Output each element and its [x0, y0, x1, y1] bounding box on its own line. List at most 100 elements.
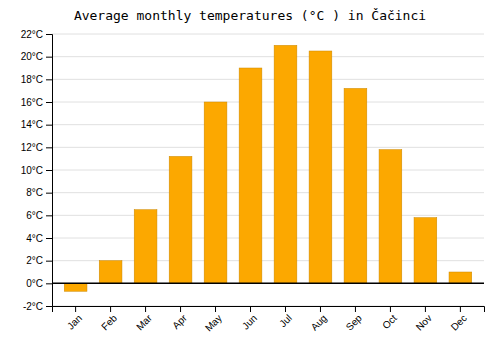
bar	[344, 88, 367, 283]
y-axis: -2°C 0°C 2°C 4°C 6°C 8°C 10°C 12°C 14°C 16°C 18°C 2…	[21, 29, 53, 312]
grid-line	[52, 147, 484, 148]
bar	[64, 283, 87, 291]
bar	[239, 68, 262, 283]
y-tick-label: 12°C	[21, 142, 43, 153]
y-tick-mark	[46, 215, 52, 216]
y-tick-mark	[46, 147, 52, 148]
y-tick-label: 0°C	[26, 278, 43, 289]
x-tick-label: Mar	[134, 312, 154, 332]
y-tick-mark	[46, 193, 52, 194]
x-axis-line	[53, 307, 485, 313]
grid-line	[52, 102, 484, 103]
x-tick: Aug	[309, 306, 329, 333]
x-tick-mark	[320, 306, 321, 312]
y-tick-label: 10°C	[21, 165, 43, 176]
y-tick-label: 8°C	[26, 187, 43, 198]
grid-line	[52, 283, 484, 284]
y-tick-label: 22°C	[21, 29, 43, 40]
x-tick-label: Nov	[414, 312, 434, 332]
chart: -2°C 0°C 2°C 4°C 6°C 8°C 10°C 12°C 14°C 16°C 18°C 2…	[0, 0, 500, 350]
x-tick-mark	[425, 306, 426, 312]
bars	[64, 45, 472, 291]
grid-line	[52, 124, 484, 125]
y-tick-label: 2°C	[26, 255, 43, 266]
x-tick: Nov	[414, 306, 434, 333]
bar	[134, 210, 157, 284]
x-tick: Dec	[449, 306, 469, 333]
bar	[449, 272, 472, 283]
y-tick: -2°C	[23, 301, 52, 312]
x-tick: Sep	[344, 306, 365, 333]
y-tick: 18°C	[21, 74, 52, 85]
bar	[99, 261, 122, 284]
x-axis: Jan Feb Mar Apr May Jun Jul Aug Sep Oct Nov Dec	[53, 306, 485, 334]
bar	[204, 102, 227, 283]
grid-line	[52, 56, 484, 57]
y-tick: 14°C	[21, 119, 52, 130]
x-tick-mark	[110, 306, 111, 312]
y-tick-mark	[46, 125, 52, 126]
y-tick-mark	[46, 34, 52, 35]
x-tick-label: Aug	[309, 312, 329, 332]
x-tick-label: Jun	[240, 312, 259, 331]
y-tick-mark	[46, 283, 52, 284]
y-tick: 20°C	[21, 51, 52, 62]
x-tick-mark	[355, 306, 356, 312]
grid-line	[52, 34, 484, 35]
bar	[169, 156, 192, 283]
x-tick-mark	[215, 306, 216, 312]
y-tick: 8°C	[26, 187, 52, 198]
grid-line	[52, 192, 484, 193]
y-tick-mark	[46, 79, 52, 80]
y-tick-label: 4°C	[26, 233, 43, 244]
bar	[414, 218, 437, 284]
y-tick: 10°C	[21, 165, 52, 176]
x-tick: Jul	[277, 306, 294, 329]
y-tick: 6°C	[26, 210, 52, 221]
zero-line	[52, 283, 484, 285]
y-tick: 22°C	[21, 29, 52, 40]
y-tick-mark	[46, 261, 52, 262]
title: Average monthly temperatures (°C ) in Ča…	[74, 8, 426, 23]
x-tick-label: Oct	[380, 312, 399, 331]
y-tick-mark	[46, 306, 52, 307]
grid	[52, 34, 484, 306]
y-tick-label: 14°C	[21, 119, 43, 130]
x-tick-mark	[145, 306, 146, 312]
x-tick: Feb	[99, 306, 119, 332]
y-axis-line	[46, 35, 53, 307]
x-tick: Mar	[134, 306, 154, 332]
y-tick-mark	[46, 102, 52, 103]
bar	[379, 150, 402, 284]
y-tick-label: 18°C	[21, 74, 43, 85]
grid-line	[52, 215, 484, 216]
x-tick: Oct	[380, 306, 399, 331]
x-tick-label: Feb	[99, 312, 119, 332]
grid-line	[52, 79, 484, 80]
x-tick: Jan	[65, 306, 84, 332]
x-tick: Apr	[170, 306, 189, 331]
x-tick-label: May	[203, 312, 224, 333]
y-tick-mark	[46, 238, 52, 239]
y-tick-label: 16°C	[21, 97, 43, 108]
bar	[309, 51, 332, 283]
x-tick-mark	[250, 306, 251, 312]
x-tick-label: Apr	[170, 312, 189, 331]
y-tick-mark	[46, 57, 52, 58]
x-tick: May	[203, 306, 224, 334]
x-tick-mark	[285, 306, 286, 312]
x-tick: Jun	[240, 306, 259, 332]
x-tick-mark	[460, 306, 461, 312]
y-tick-label: 20°C	[21, 51, 43, 62]
y-tick: 2°C	[26, 255, 52, 266]
y-tick: 16°C	[21, 97, 52, 108]
y-tick-label: 6°C	[26, 210, 43, 221]
plot: -2°C 0°C 2°C 4°C 6°C 8°C 10°C 12°C 14°C 16°C 18°C 2…	[21, 29, 485, 334]
y-tick: 4°C	[26, 233, 52, 244]
x-tick-label: Dec	[449, 312, 469, 332]
x-tick-mark	[390, 306, 391, 312]
bar	[274, 45, 297, 283]
x-tick-mark	[180, 306, 181, 312]
x-tick-mark	[75, 306, 76, 312]
x-tick-label: Jan	[65, 312, 84, 331]
